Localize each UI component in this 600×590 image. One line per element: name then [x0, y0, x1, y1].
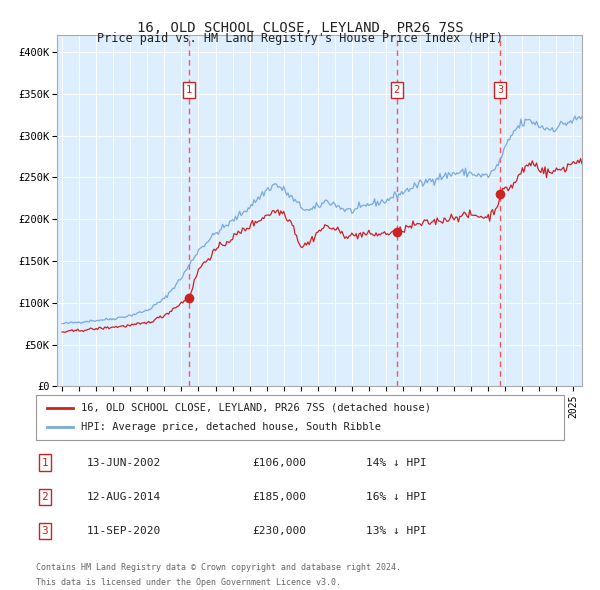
Text: Contains HM Land Registry data © Crown copyright and database right 2024.: Contains HM Land Registry data © Crown c… — [36, 563, 401, 572]
Text: 13% ↓ HPI: 13% ↓ HPI — [366, 526, 427, 536]
Text: 1: 1 — [186, 85, 192, 95]
Text: 11-SEP-2020: 11-SEP-2020 — [87, 526, 161, 536]
Text: 1: 1 — [41, 458, 49, 467]
Text: 16% ↓ HPI: 16% ↓ HPI — [366, 492, 427, 502]
Text: 2: 2 — [394, 85, 400, 95]
Text: This data is licensed under the Open Government Licence v3.0.: This data is licensed under the Open Gov… — [36, 578, 341, 588]
Text: 12-AUG-2014: 12-AUG-2014 — [87, 492, 161, 502]
Text: £185,000: £185,000 — [252, 492, 306, 502]
Text: 14% ↓ HPI: 14% ↓ HPI — [366, 458, 427, 467]
Text: Price paid vs. HM Land Registry's House Price Index (HPI): Price paid vs. HM Land Registry's House … — [97, 32, 503, 45]
Text: HPI: Average price, detached house, South Ribble: HPI: Average price, detached house, Sout… — [81, 422, 381, 432]
Text: 3: 3 — [497, 85, 503, 95]
Text: 2: 2 — [41, 492, 49, 502]
Text: £106,000: £106,000 — [252, 458, 306, 467]
Text: 16, OLD SCHOOL CLOSE, LEYLAND, PR26 7SS (detached house): 16, OLD SCHOOL CLOSE, LEYLAND, PR26 7SS … — [81, 403, 431, 412]
FancyBboxPatch shape — [36, 395, 564, 440]
Text: 16, OLD SCHOOL CLOSE, LEYLAND, PR26 7SS: 16, OLD SCHOOL CLOSE, LEYLAND, PR26 7SS — [137, 21, 463, 35]
Text: 3: 3 — [41, 526, 49, 536]
Text: 13-JUN-2002: 13-JUN-2002 — [87, 458, 161, 467]
Text: £230,000: £230,000 — [252, 526, 306, 536]
